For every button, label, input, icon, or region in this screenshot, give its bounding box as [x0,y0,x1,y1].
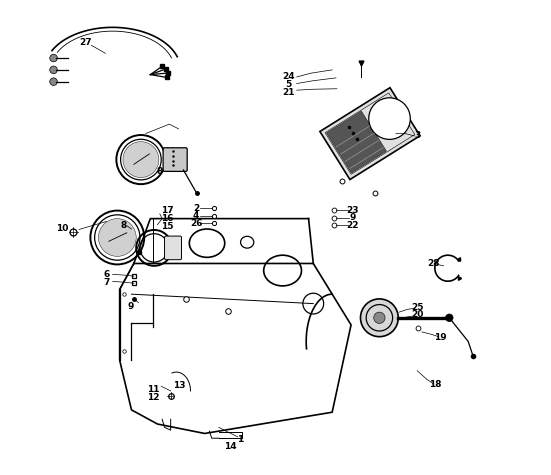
Text: 24: 24 [283,73,295,81]
Text: 27: 27 [79,38,92,47]
Text: 1: 1 [237,435,243,444]
Circle shape [446,314,453,322]
Text: 18: 18 [429,380,441,390]
Text: 23: 23 [347,206,359,215]
Text: 17: 17 [160,206,173,215]
Circle shape [374,312,385,323]
Text: 22: 22 [347,221,359,230]
Text: 8: 8 [156,167,163,176]
FancyBboxPatch shape [163,148,187,171]
Text: 20: 20 [411,311,423,320]
Text: 21: 21 [283,87,295,96]
Text: 4: 4 [193,211,199,220]
Text: 2: 2 [193,204,199,213]
Text: 3: 3 [414,132,420,141]
Circle shape [99,218,136,256]
Text: 6: 6 [104,270,110,279]
Text: 9: 9 [350,213,356,222]
Text: 5: 5 [285,80,292,89]
Circle shape [50,66,57,74]
Circle shape [123,142,159,178]
Text: 26: 26 [190,219,202,228]
Circle shape [360,299,398,337]
Polygon shape [326,111,386,173]
Polygon shape [320,88,420,180]
Circle shape [50,78,57,86]
Text: 16: 16 [161,214,173,223]
Text: 15: 15 [161,222,173,231]
Circle shape [50,54,57,62]
FancyBboxPatch shape [165,236,181,260]
Text: 13: 13 [173,381,186,390]
Text: 14: 14 [224,442,237,451]
Text: 19: 19 [434,333,447,342]
Text: 11: 11 [148,385,160,394]
Text: 7: 7 [104,278,110,287]
Text: 28: 28 [428,259,440,268]
Ellipse shape [369,98,410,139]
Text: 8: 8 [120,221,127,230]
Text: 10: 10 [56,225,68,234]
Text: 25: 25 [411,303,423,312]
Text: 9: 9 [127,302,134,311]
Text: 12: 12 [148,393,160,401]
